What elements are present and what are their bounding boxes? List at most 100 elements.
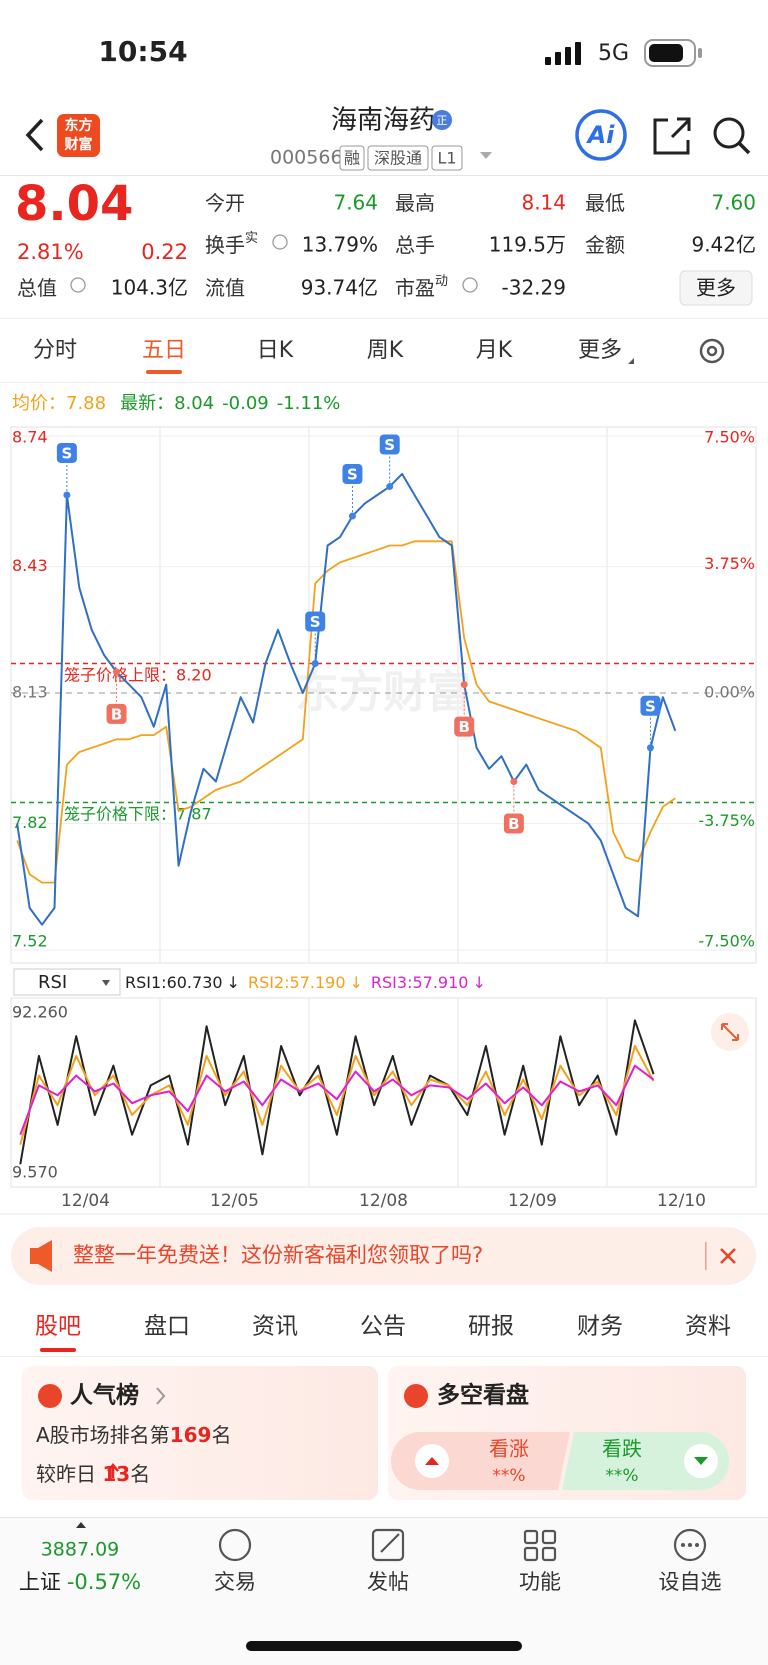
- period-tab[interactable]: 更多: [578, 338, 622, 363]
- code-tag-text: 融: [344, 149, 360, 168]
- rsi-frame: [10, 997, 757, 1188]
- trade-marker: [379, 434, 400, 455]
- info-icon: [70, 277, 86, 293]
- trade-marker: [503, 813, 524, 834]
- section-tab[interactable]: 股吧: [35, 1314, 81, 1340]
- logo-text: 财富: [64, 136, 93, 153]
- index-change: -0.57%: [67, 1570, 141, 1594]
- back-button[interactable]: [25, 118, 44, 152]
- field-label-text: 流值: [205, 276, 245, 300]
- code-tag: [339, 145, 365, 171]
- search-handle: [737, 141, 751, 155]
- trade-marker: [454, 716, 475, 737]
- nav-item[interactable]: 设自选: [659, 1570, 722, 1594]
- trade-marker-text: S: [384, 436, 395, 454]
- trade-marker-text: S: [61, 444, 72, 462]
- code-dropdown[interactable]: [480, 152, 492, 159]
- section-tab[interactable]: 研报: [468, 1314, 514, 1340]
- section-tab[interactable]: 资讯: [252, 1314, 298, 1340]
- section-tab[interactable]: 财务: [577, 1314, 623, 1340]
- section-tab[interactable]: 资料: [685, 1314, 731, 1340]
- indicator-select[interactable]: [13, 968, 121, 996]
- period-tab[interactable]: 分时: [33, 338, 77, 363]
- y2-tick-label: 0.00%: [704, 683, 755, 702]
- field-label: 最高: [395, 191, 435, 215]
- trade-point: [386, 483, 394, 491]
- field-label-text: 总手: [395, 233, 435, 257]
- field-value: 119.5万: [489, 233, 566, 257]
- rank-up-icon: [107, 1463, 119, 1478]
- trade-point: [510, 777, 518, 785]
- banner-close[interactable]: [720, 1248, 736, 1264]
- field-label: 最低: [585, 191, 625, 215]
- period-tab[interactable]: 日K: [257, 338, 294, 363]
- y2-tick-label: -7.50%: [698, 932, 755, 951]
- field-label-text: 最高: [395, 191, 435, 215]
- trade-point: [348, 512, 356, 520]
- more-text: 更多: [696, 276, 736, 300]
- chart-frame: [10, 426, 757, 964]
- code-tag: [431, 145, 463, 171]
- badge-text: 正: [437, 114, 448, 127]
- trade-point: [63, 491, 71, 499]
- index-line: 上证 -0.57%: [19, 1570, 141, 1594]
- nav-icons: [218, 1528, 707, 1562]
- rsi-legend-name: RSI3:: [371, 973, 413, 992]
- tab-underline: [40, 1348, 76, 1352]
- field-value: 8.14: [521, 191, 566, 215]
- banner-text: 整整一年免费送！这份新客福利您领取了吗?: [73, 1243, 483, 1267]
- bear-arrow: [694, 1457, 708, 1465]
- settings-button[interactable]: [699, 338, 725, 364]
- bear-button[interactable]: [562, 1432, 729, 1490]
- field-label-text: 市盈: [395, 276, 435, 300]
- rsi-line: [19, 1019, 655, 1165]
- field-label-text: 金额: [585, 233, 625, 257]
- avg-line: [16, 540, 676, 884]
- logo-text: 东方: [65, 117, 93, 134]
- more-button[interactable]: [679, 270, 753, 306]
- trade-point: [646, 744, 654, 752]
- bull-value: **%: [492, 1466, 525, 1486]
- change-pct: 2.81%: [17, 240, 84, 264]
- nav-item[interactable]: 发帖: [367, 1570, 409, 1594]
- section-tab[interactable]: 盘口: [144, 1314, 190, 1340]
- period-tab[interactable]: 周K: [367, 338, 404, 363]
- more-dots: [681, 1543, 699, 1547]
- y-tick-label: 8.13: [12, 683, 48, 702]
- period-tab[interactable]: 月K: [476, 338, 513, 363]
- search-button[interactable]: [713, 117, 745, 149]
- field-label: 金额: [585, 233, 625, 257]
- rank-change-line: 较昨日 13名: [36, 1462, 150, 1486]
- rsi-legend-name: RSI2:: [248, 973, 290, 992]
- signal-icon: [545, 42, 581, 65]
- divider: [0, 382, 768, 383]
- nav-item[interactable]: 交易: [214, 1570, 256, 1594]
- battery-tip: [698, 48, 702, 58]
- nav-item[interactable]: 功能: [519, 1570, 561, 1594]
- trade-marker: [106, 703, 127, 724]
- y-tick-label: 7.82: [12, 813, 48, 832]
- rsi-legend-trend: ↓: [227, 973, 240, 992]
- y2-tick-label: -3.75%: [698, 811, 755, 830]
- ai-button[interactable]: [575, 109, 627, 161]
- section-tab[interactable]: 公告: [360, 1314, 406, 1340]
- y-tick-label: 8.43: [12, 556, 48, 575]
- divider: [0, 1517, 768, 1518]
- period-tab[interactable]: 五日: [142, 338, 186, 363]
- promo-banner[interactable]: [11, 1227, 756, 1285]
- price-limit-label: 笼子价格上限：8.20: [64, 665, 212, 684]
- rank-line: A股市场排名第169名: [36, 1423, 231, 1447]
- rsi-legend-name: RSI1:: [125, 973, 167, 992]
- legend-change-pct: -1.11%: [277, 393, 341, 414]
- share-button[interactable]: [653, 117, 691, 155]
- index-toggle[interactable]: [76, 1522, 86, 1528]
- indicator-name: RSI: [38, 972, 67, 993]
- trade-marker: [342, 464, 363, 485]
- banner-divider: [705, 1242, 707, 1270]
- code-tag: [367, 145, 429, 171]
- field-label: 市盈动: [395, 274, 448, 300]
- trade-point: [460, 681, 468, 689]
- field-label: 总值: [17, 276, 57, 300]
